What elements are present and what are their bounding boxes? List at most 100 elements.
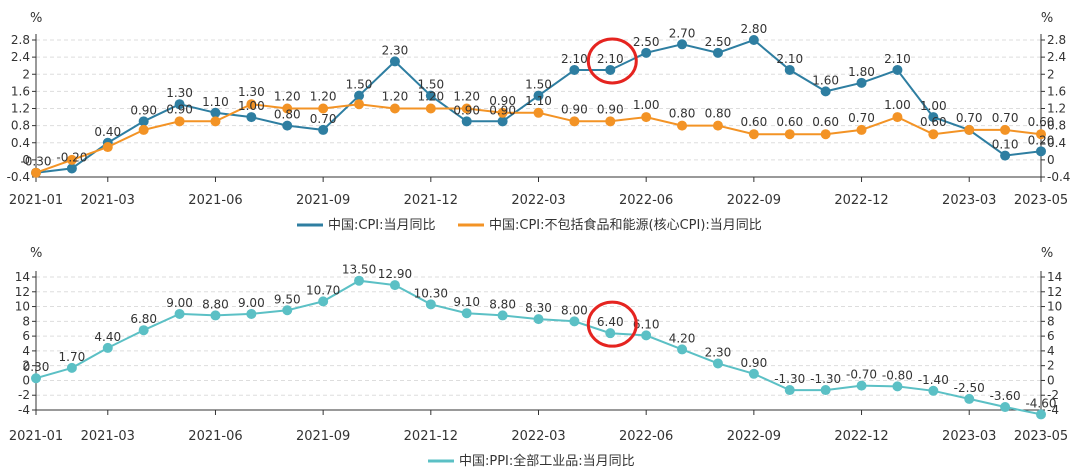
data-point: [1000, 402, 1011, 413]
y-tick-label-left: 0: [22, 373, 30, 387]
y-tick-label-left: 0.4: [11, 136, 30, 150]
data-point: [461, 103, 472, 114]
data-point: [138, 124, 149, 135]
data-point: [605, 116, 616, 127]
data-point: [712, 47, 723, 58]
data-label: 0.70: [956, 111, 983, 125]
x-tick-label: 2021-06: [188, 429, 242, 444]
data-label: 0.90: [597, 102, 624, 116]
y-tick-label-left: -4: [18, 403, 30, 417]
data-label: 8.30: [525, 301, 552, 315]
data-point: [748, 129, 759, 140]
data-point: [1036, 146, 1046, 157]
data-point: [497, 107, 508, 118]
data-label: 0.60: [812, 115, 839, 129]
x-tick-label: 2021-09: [296, 429, 350, 444]
x-tick-label: 2021-01: [9, 193, 63, 208]
data-point: [964, 393, 975, 404]
data-label: 1.60: [812, 73, 839, 87]
data-point: [461, 308, 472, 319]
data-label: 9.10: [453, 295, 480, 309]
y-tick-label-right: 2.4: [1047, 50, 1066, 64]
data-label: 2.30: [382, 43, 409, 57]
x-tick-label: 2023-03: [942, 193, 996, 208]
data-point: [605, 328, 616, 339]
data-point: [497, 116, 508, 127]
y-tick-label-left: -0.4: [7, 170, 30, 184]
data-point: [605, 64, 616, 75]
data-point: [66, 154, 77, 165]
data-point: [820, 86, 831, 97]
data-label: 1.00: [884, 98, 911, 112]
highlight-circle: [586, 37, 638, 85]
y-tick-label-left: 10: [15, 300, 30, 314]
data-label: -3.60: [990, 389, 1021, 403]
y-tick-label-right: -2: [1047, 388, 1059, 402]
data-point: [928, 385, 939, 396]
x-tick-label: 2022-06: [619, 429, 673, 444]
data-point: [1036, 409, 1046, 420]
data-point: [102, 142, 113, 153]
data-label: 0.90: [166, 102, 193, 116]
data-label: 1.70: [59, 350, 86, 364]
y-tick-label-right: 4: [1047, 344, 1055, 358]
y-tick-label-right: 10: [1047, 300, 1062, 314]
data-label: 4.20: [669, 331, 696, 345]
data-point: [210, 107, 221, 118]
data-label: 2.30: [705, 345, 732, 359]
data-label: 2.10: [884, 52, 911, 66]
data-point: [677, 39, 688, 50]
data-label: 1.00: [238, 99, 265, 113]
x-tick-label: 2021-09: [296, 193, 350, 208]
x-tick-label: 2021-12: [404, 429, 458, 444]
data-point: [856, 380, 867, 391]
y-tick-label-left: 8: [22, 314, 30, 328]
data-label: 2.10: [597, 52, 624, 66]
data-point: [892, 381, 903, 392]
data-point: [66, 163, 77, 174]
data-point: [820, 385, 831, 396]
x-tick-label: 2022-12: [834, 429, 888, 444]
data-point: [102, 342, 113, 353]
x-tick-label: 2023-03: [942, 429, 996, 444]
data-point: [246, 308, 257, 319]
data-label: 0.30: [23, 360, 50, 374]
y-tick-label-left: 1.2: [11, 102, 30, 116]
y-tick-label-left: 4: [22, 344, 30, 358]
y-tick-label-left: 12: [15, 285, 30, 299]
data-label: 1.20: [274, 90, 301, 104]
y-tick-label-right: 2: [1047, 67, 1055, 81]
data-label: 2.50: [705, 35, 732, 49]
data-point: [892, 112, 903, 123]
data-label: 1.00: [920, 99, 947, 113]
data-label: -0.30: [20, 155, 51, 169]
data-point: [892, 64, 903, 75]
data-point: [533, 107, 544, 118]
data-label: -1.40: [918, 373, 949, 387]
data-label: 0.90: [489, 103, 516, 117]
data-label: 1.20: [310, 90, 337, 104]
x-tick-label: 2021-12: [404, 193, 458, 208]
x-tick-label: 2022-03: [511, 429, 565, 444]
data-point: [246, 112, 257, 123]
y-tick-label-left: 2.8: [11, 33, 30, 47]
data-point: [784, 64, 795, 75]
data-label: 0.40: [94, 125, 121, 139]
data-label: 10.30: [414, 286, 448, 300]
legend-label: 中国:PPI:全部工业品:当月同比: [459, 453, 635, 469]
data-label: 2.10: [776, 52, 803, 66]
data-point: [31, 373, 41, 384]
data-point: [569, 64, 580, 75]
data-point: [389, 103, 400, 114]
data-point: [1000, 150, 1011, 161]
data-label: 1.20: [417, 90, 444, 104]
data-label: 0.80: [705, 107, 732, 121]
data-point: [66, 362, 77, 373]
data-label: 1.10: [202, 95, 229, 109]
y-tick-label-right: 0: [1047, 153, 1055, 167]
legend-label: 中国:CPI:不包括食品和能源(核心CPI):当月同比: [489, 217, 762, 233]
y-tick-label-left: 1.6: [11, 84, 30, 98]
data-label: 1.20: [453, 90, 480, 104]
data-label: 6.10: [633, 317, 660, 331]
